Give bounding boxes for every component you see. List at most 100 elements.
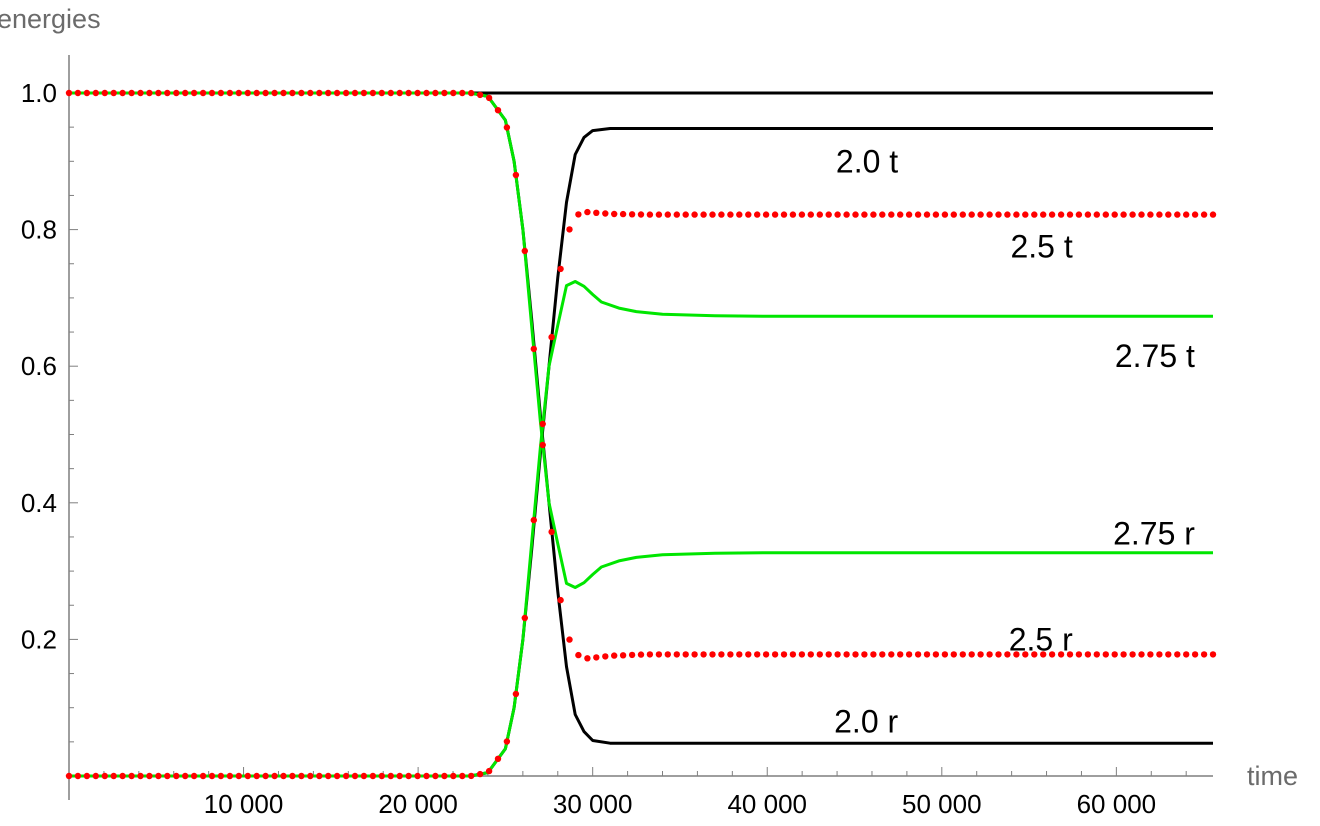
series-2-5-t-point [548,333,555,341]
series-2-5-r-point [1004,651,1011,658]
series-2-5-t-point [244,772,251,780]
series-2-75-t-line [69,280,1213,778]
series-annotation: 2.0 t [836,143,898,179]
series-2-5-t-point [459,772,466,780]
series-2-5-t-point [65,772,73,780]
series-2-5-t-point [1147,211,1154,218]
series-2-5-r-point [360,89,368,97]
series-2-5-t-point [664,211,671,218]
series-2-5-t-point [1093,211,1101,218]
series-2-5-r-point [476,91,484,99]
series-2-5-t-point [539,420,546,428]
series-2-5-r-point [1174,651,1181,658]
y-axis-label: energies [0,4,101,34]
series-2-5-r-point [521,247,528,255]
series-2-5-r-point [566,636,573,643]
x-tick-label: 50 000 [902,789,982,819]
series-2-5-r-point [825,651,832,658]
series-2-5-r-point [664,651,671,658]
series-2-5-r-point [173,89,180,97]
series-2-5-r-point [119,89,126,97]
series-2-75-r-line [69,91,1213,589]
series-2-5-r-point [262,89,269,97]
series-2-5-r-point [226,89,234,97]
series-2-5-r-point [682,651,689,658]
series-2-5-r-point [1102,651,1110,658]
series-2-5-r-point [700,651,707,658]
series-2-5-t-point [173,772,180,780]
series-2-5-r-point [128,89,135,97]
series-2-5-t-point [780,211,788,218]
series-2-5-t-point [289,772,296,780]
series-2-5-r-point [1200,651,1208,658]
series-2-5-r-point [1209,651,1217,658]
series-2-5-t-point [1022,211,1029,218]
series-2-5-r-point [897,651,904,658]
series-2-5-t-point [1013,211,1020,218]
series-annotation: 2.0 r [834,703,898,739]
series-2-5-r-point [164,89,171,97]
series-2-5-r-point [280,89,287,97]
series-2-5-r-point [459,89,466,97]
series-2-5-r-point [1057,651,1065,658]
series-2-5-r-point [146,89,153,97]
series-2-5-r-point [155,89,162,97]
series-2-5-r-point [1191,651,1199,658]
series-annotation: 2.5 t [1010,229,1072,265]
series-2-5-r-point [923,651,931,658]
series-2-5-t-point [602,210,609,217]
series-2-5-t-point [128,772,135,780]
series-2-5-t-point [432,772,439,780]
series-2-5-r-point [74,89,82,97]
series-2-5-r-point [1183,651,1190,658]
series-2-5-r-point [593,654,600,661]
series-2-5-t-point [816,211,823,218]
series-2-5-t-point [387,772,394,780]
series-2-5-t-point [226,772,234,780]
series-2-5-r-point [1165,651,1172,658]
series-2-5-r-point [450,89,457,97]
series-2-5-r-point [762,651,770,658]
series-2-5-r-point [888,651,895,658]
series-2-5-t-point [888,211,895,218]
y-tick-label: 0.8 [21,215,57,245]
series-2-5-t-point [843,211,850,218]
series-2-5-t-point [396,772,403,780]
series-2-5-r-point [789,651,797,658]
series-2-5-r-point [843,651,850,658]
series-2-5-r-point [852,651,859,658]
series-2-5-r-point [611,652,618,659]
series-annotation: 2.75 r [1113,516,1195,552]
series-2-5-t-point [503,738,511,745]
series-2-5-t-point [307,772,314,780]
series-2-5-r-point [83,89,91,97]
series-2-5-t-point [1129,211,1136,218]
series-2-5-t-point [1138,211,1145,218]
series-2-5-t-point [1120,211,1127,218]
series-2-5-r-point [655,651,663,658]
x-axis-label: time [1247,761,1298,791]
axes: 10 000 20 000 30 000 40 000 50 000 60 000 0.2 0… [21,55,1213,819]
series-2-5-t-point [709,211,716,218]
series-2-5-r-point [745,651,752,658]
series-2-5-r-point [530,345,537,353]
series-2-5-t-point [619,210,627,218]
x-tick-label: 10 000 [204,789,284,819]
series-2-5-r-point [1129,651,1136,658]
series-2-5-t-point [1057,211,1065,218]
series-2-5-t-point [914,211,922,218]
series-2-5-t-point [1075,211,1083,218]
series-2-5-t-point [1004,211,1011,218]
series-2-5-t-point [137,772,144,780]
series-2-5-r-point [977,651,984,658]
series-2-5-t-point [1183,211,1190,218]
series-2-5-t-point [950,211,957,218]
series-2-5-t-point [298,772,305,780]
series-2-5-r-point [798,651,806,658]
series-2-5-t-point [405,772,412,780]
series-2-5-t-point [646,211,654,218]
series-2-5-t-point [1191,211,1199,218]
series-2-5-r-point [316,89,323,97]
series-2-5-r-point [1093,651,1101,658]
series-2-5-t-point [146,772,153,780]
